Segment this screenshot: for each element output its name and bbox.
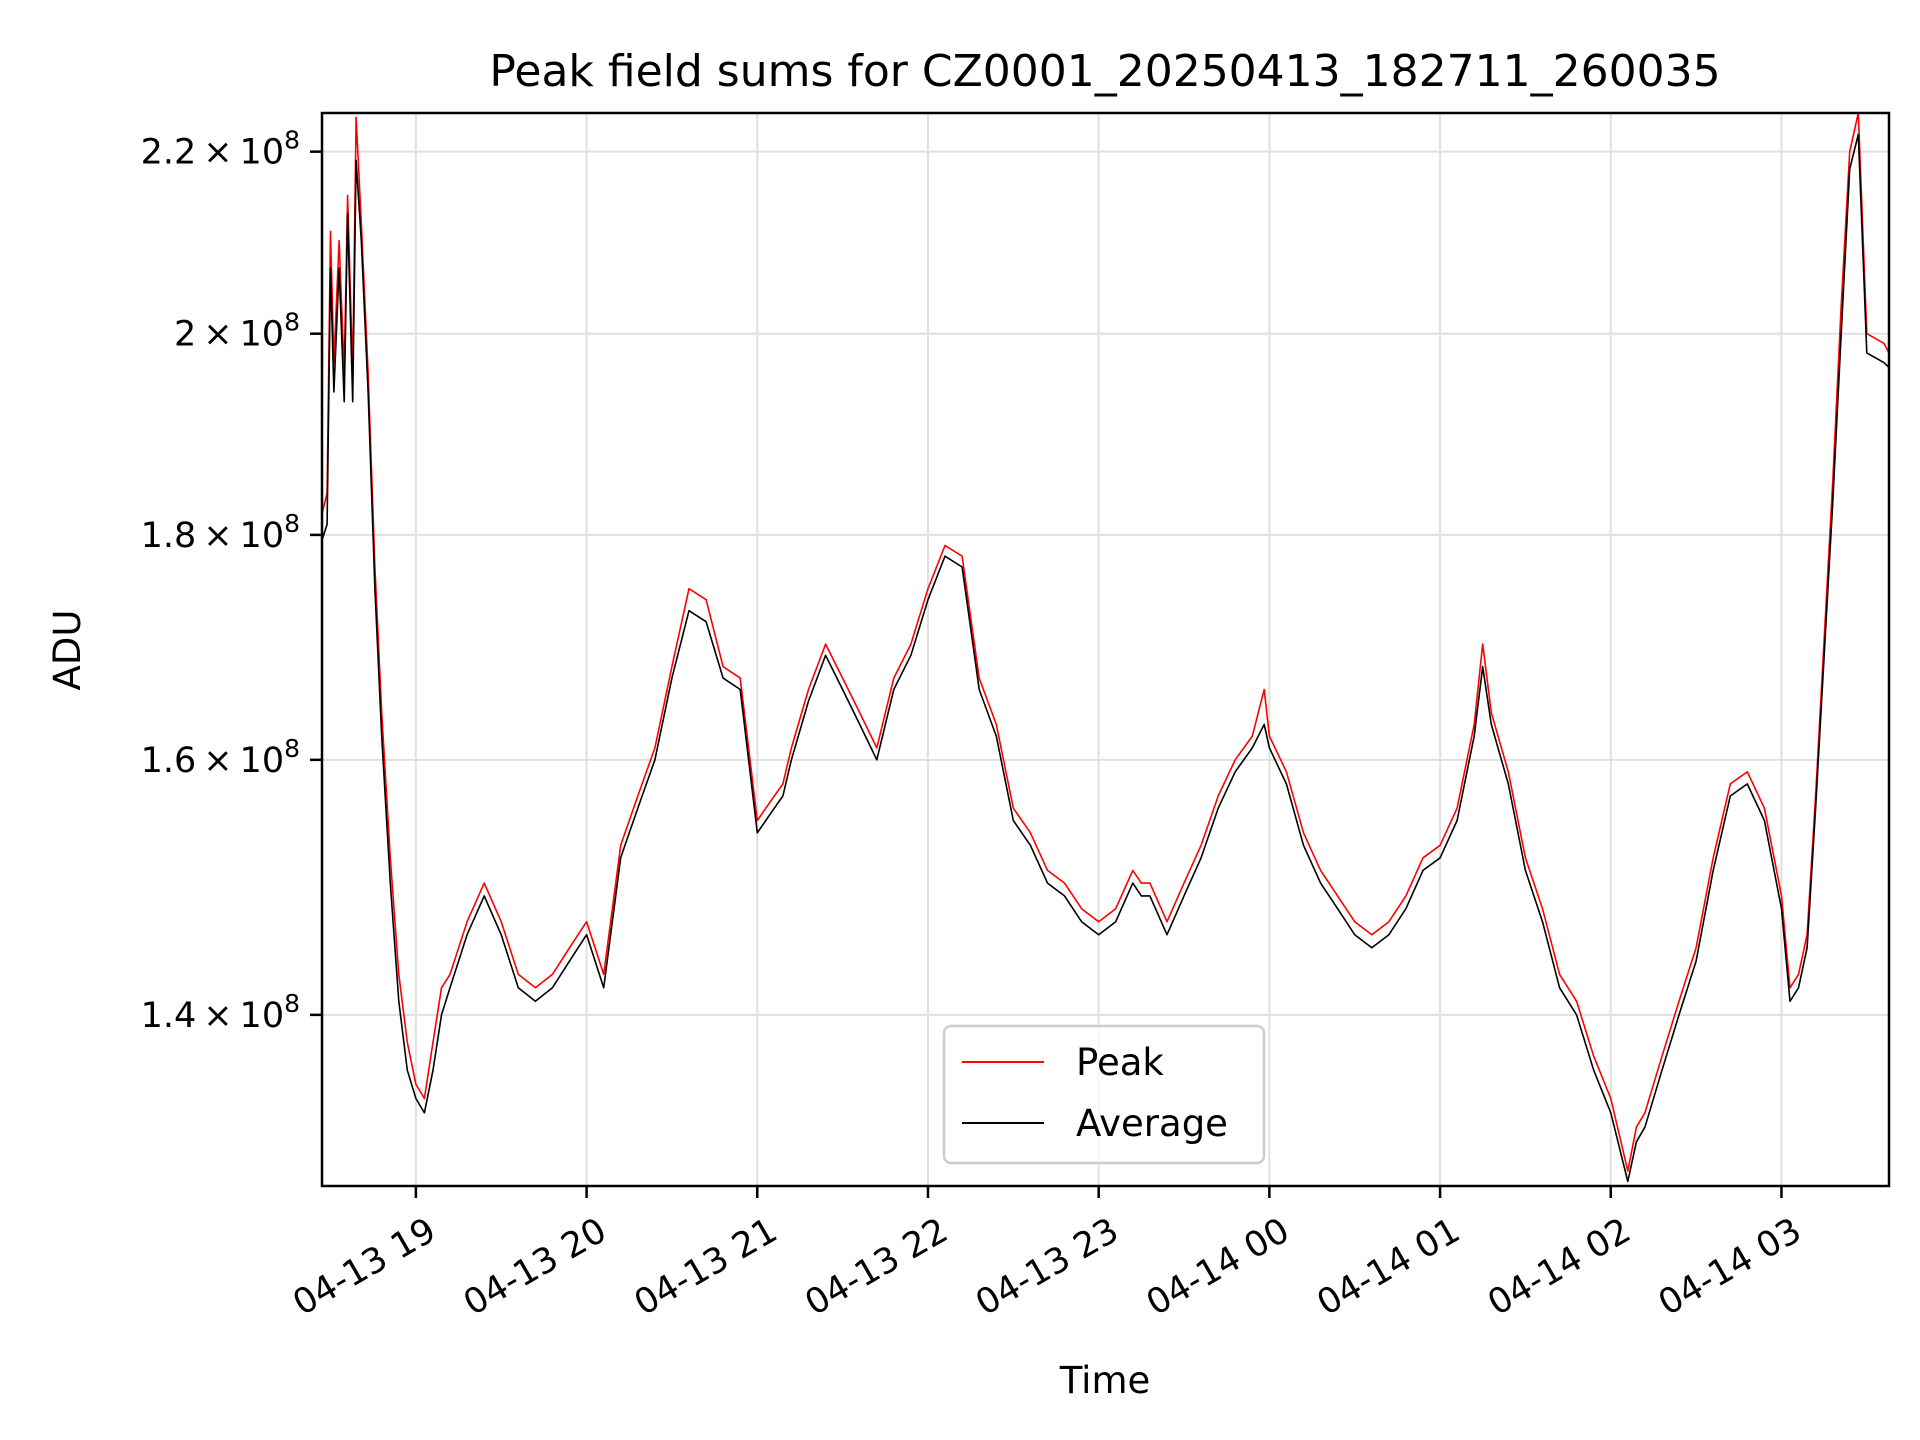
plot-frame bbox=[320, 111, 1891, 1188]
x-tick-label: 04-13 22 bbox=[799, 1211, 955, 1324]
legend-box bbox=[942, 1024, 1266, 1165]
y-tick-label: 2.2 × 108 bbox=[141, 126, 300, 173]
y-tick-label: 1.6 × 108 bbox=[141, 734, 300, 781]
peak-series-line bbox=[321, 112, 1890, 1172]
series-layer bbox=[321, 112, 1890, 1183]
x-tick-label: 04-13 19 bbox=[286, 1211, 442, 1324]
x-tick-label: 04-13 20 bbox=[457, 1211, 613, 1324]
grid bbox=[322, 113, 1889, 1186]
x-tick-label: 04-13 23 bbox=[969, 1211, 1125, 1324]
y-axis: 1.4 × 108 1.6 × 108 1.8 × 108 2 × 108 2.2 × … bbox=[141, 126, 322, 1036]
x-tick-label: 04-13 21 bbox=[628, 1211, 784, 1324]
y-tick-label: 1.8 × 108 bbox=[141, 509, 300, 556]
legend-average-label: Average bbox=[1076, 1102, 1228, 1145]
x-tick-label: 04-14 01 bbox=[1311, 1211, 1467, 1324]
x-tick-label: 04-14 03 bbox=[1652, 1211, 1808, 1324]
x-tick-label: 04-14 00 bbox=[1140, 1211, 1296, 1324]
x-tick-label: 04-14 02 bbox=[1481, 1211, 1637, 1324]
average-series-line bbox=[321, 133, 1890, 1183]
x-axis: 04-13 19 04-13 20 04-13 21 04-13 22 04-13 23… bbox=[286, 1186, 1808, 1324]
y-tick-label: 2 × 108 bbox=[174, 308, 300, 355]
legend-peak-label: Peak bbox=[1076, 1041, 1164, 1084]
y-axis-label: ADU bbox=[46, 610, 89, 691]
legend: Peak Average bbox=[942, 1024, 1266, 1165]
x-axis-label: Time bbox=[1059, 1359, 1151, 1402]
chart-title: Peak field sums for CZ0001_20250413_1827… bbox=[489, 46, 1720, 97]
y-tick-label: 1.4 × 108 bbox=[141, 989, 300, 1036]
